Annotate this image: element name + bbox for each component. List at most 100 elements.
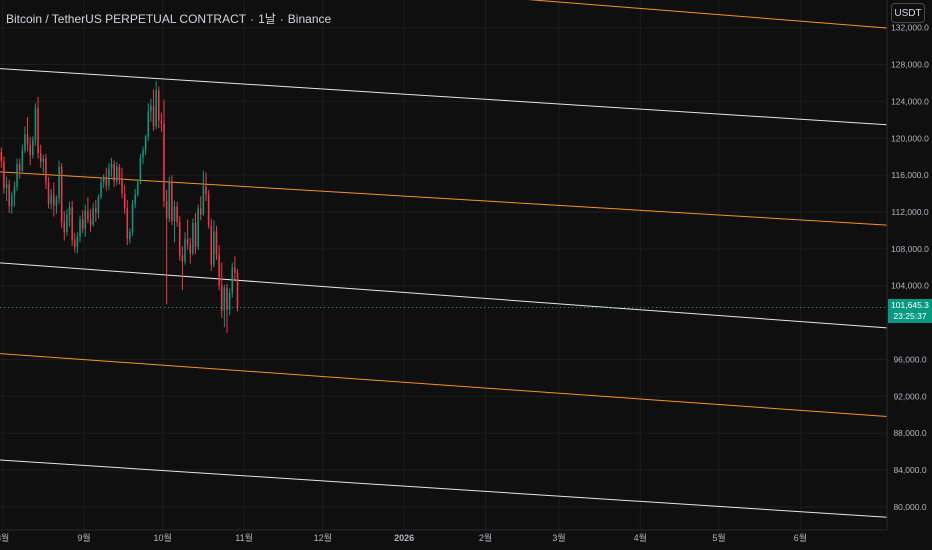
candle-body <box>8 184 10 207</box>
candle-body <box>89 219 92 225</box>
last-price-value: 101,645.3 <box>891 300 929 311</box>
candle-body <box>205 186 207 195</box>
candle <box>60 163 63 228</box>
x-tick-label: 3월 <box>552 532 565 543</box>
candle-body <box>142 150 144 158</box>
candle <box>76 232 79 254</box>
x-tick-label: 2월 <box>479 532 492 543</box>
y-tick-label: 112,000.0 <box>891 207 928 217</box>
candle-body <box>189 244 192 254</box>
candle <box>89 209 92 233</box>
y-tick-label: 92,000.0 <box>893 391 926 401</box>
candle <box>210 218 213 271</box>
candle <box>176 201 178 227</box>
candle <box>94 200 97 223</box>
candle <box>234 256 236 282</box>
trend-line-orange[interactable] <box>0 353 888 417</box>
candle-body <box>55 198 58 206</box>
candle <box>142 146 144 165</box>
candle-body <box>87 211 89 220</box>
trend-line-white[interactable] <box>0 262 888 329</box>
candle-body <box>197 208 199 248</box>
candle-body <box>115 166 118 182</box>
candle-body <box>29 144 31 155</box>
candle <box>115 162 118 186</box>
candle-body <box>74 240 76 248</box>
candle <box>66 209 68 236</box>
candle <box>184 232 186 265</box>
candle-body <box>26 134 29 145</box>
candle <box>134 188 136 209</box>
candle <box>131 200 134 236</box>
candle-body <box>39 153 42 163</box>
candle <box>136 180 139 197</box>
candle-body <box>223 287 226 311</box>
candle <box>92 202 94 227</box>
candle <box>58 160 60 204</box>
candle-body <box>157 90 160 121</box>
trend-line-white[interactable] <box>0 459 888 518</box>
candle-body <box>42 158 45 163</box>
x-tick-label: 11월 <box>235 532 253 543</box>
candle <box>205 172 207 201</box>
y-tick-label: 84,000.0 <box>893 465 926 475</box>
candle <box>105 167 108 191</box>
candle <box>53 182 55 217</box>
candle <box>215 225 218 260</box>
candle <box>8 179 10 213</box>
candle <box>63 211 66 241</box>
y-tick-label: 80,000.0 <box>893 502 926 512</box>
candle-body <box>94 208 97 213</box>
candle <box>0 147 3 168</box>
candle <box>11 191 13 214</box>
candle-body <box>121 179 123 194</box>
candle <box>121 167 123 199</box>
candle <box>147 103 150 142</box>
x-tick-label: 12월 <box>314 532 332 543</box>
candle-body <box>110 164 113 169</box>
candle <box>189 237 192 264</box>
x-tick-label: 5월 <box>712 532 725 543</box>
trend-line-white[interactable] <box>0 68 888 126</box>
candle-body <box>163 123 165 201</box>
symbol-name: Bitcoin / TetherUS PERPETUAL CONTRACT <box>6 12 247 26</box>
candle <box>213 220 215 268</box>
candle <box>199 196 202 221</box>
candle-body <box>234 267 236 273</box>
candle-body <box>92 208 94 225</box>
candle-body <box>45 158 47 183</box>
candle <box>118 164 121 185</box>
currency-unit-button[interactable]: USDT <box>891 3 925 23</box>
candle-body <box>218 254 220 286</box>
y-tick-label: 88,000.0 <box>893 428 926 438</box>
candle-body <box>21 150 24 171</box>
candle <box>150 98 152 122</box>
candle-body <box>50 194 52 204</box>
trend-line-orange[interactable] <box>84 0 888 29</box>
candle <box>42 154 45 174</box>
candle-body <box>105 176 108 186</box>
candle-body <box>220 285 223 311</box>
candle-body <box>102 176 105 183</box>
trend-line-orange[interactable] <box>0 171 888 226</box>
candle <box>168 176 171 223</box>
candle <box>192 218 194 256</box>
candle <box>26 117 29 152</box>
candle-body <box>126 208 129 239</box>
candle <box>223 284 226 328</box>
candle <box>155 81 157 130</box>
candle-body <box>186 238 189 245</box>
candle <box>139 153 142 185</box>
candle-body <box>144 136 147 151</box>
candle-body <box>134 194 136 204</box>
candle <box>157 86 160 129</box>
candle <box>144 134 147 155</box>
candle-body <box>194 223 197 248</box>
candle-body <box>207 194 210 226</box>
exchange-label: Binance <box>287 12 332 26</box>
candle-body <box>171 181 173 222</box>
candle <box>165 189 168 305</box>
candle <box>34 103 37 146</box>
candle-body <box>11 195 13 207</box>
